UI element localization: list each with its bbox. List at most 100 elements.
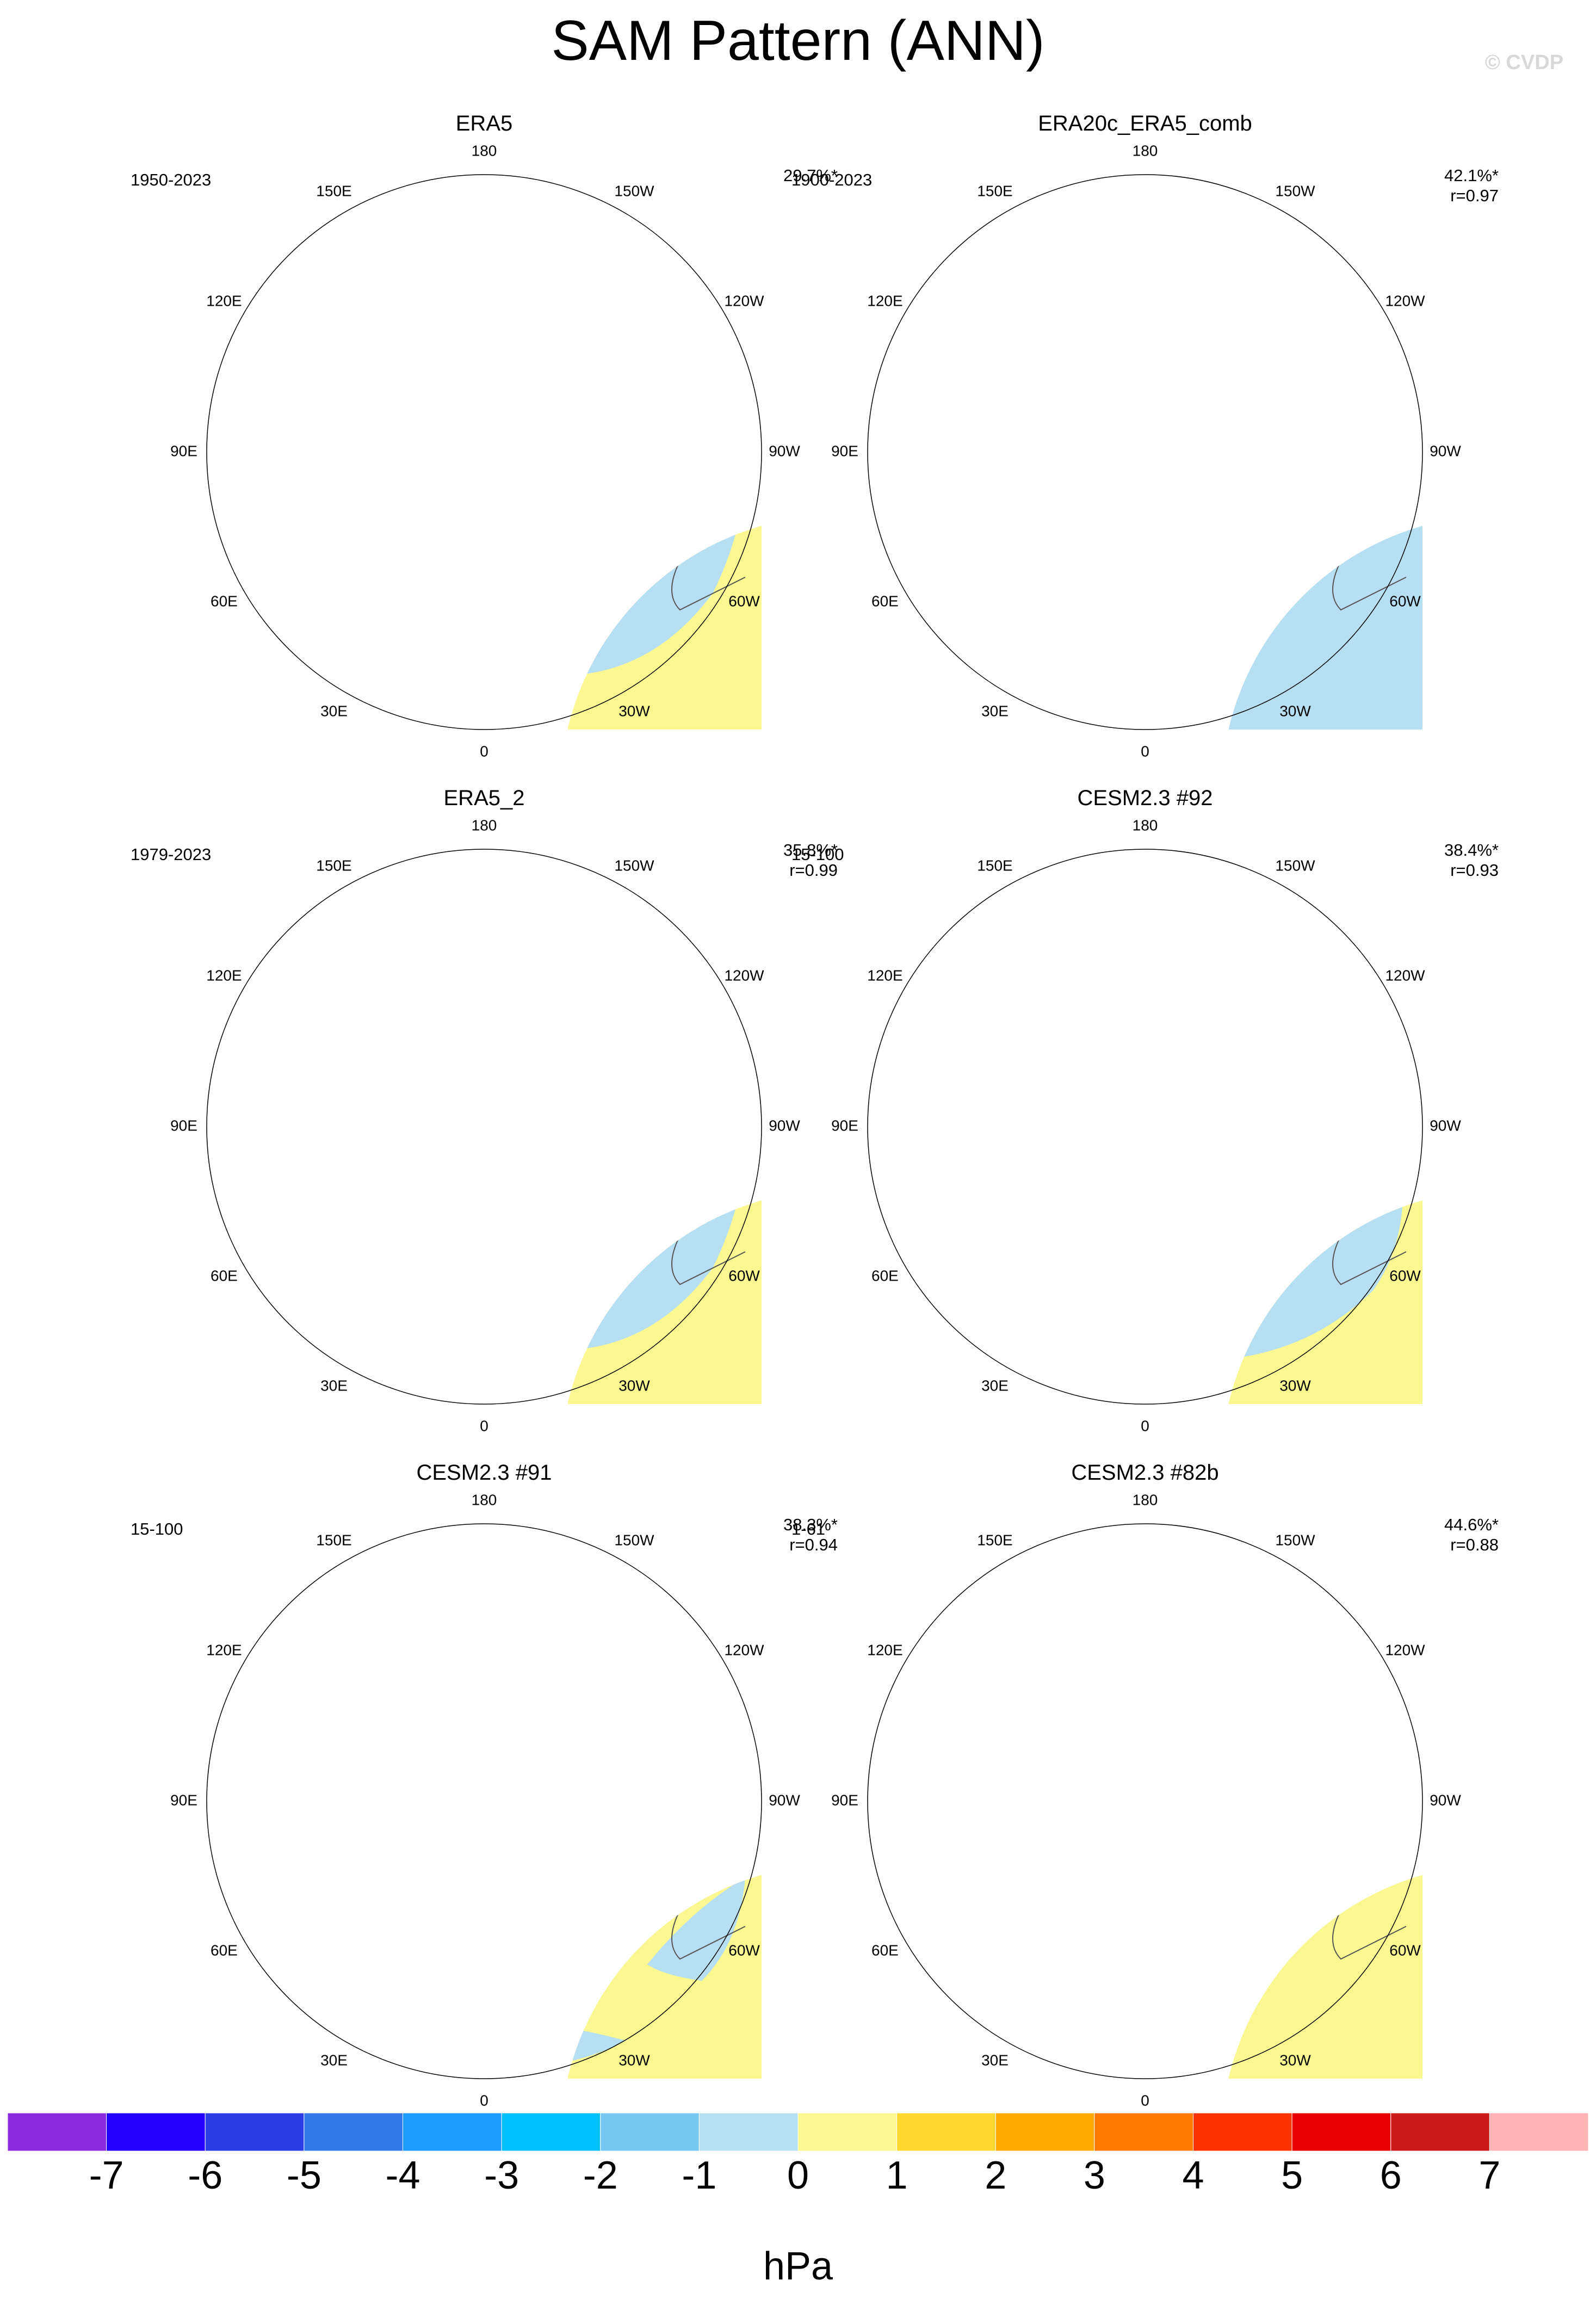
longitude-label-60e: 60E <box>871 1267 899 1284</box>
longitude-label-0: 0 <box>1141 743 1149 759</box>
variance-explained: 35.8%* <box>783 841 838 860</box>
low-pressure-contour-1 <box>1221 1190 1276 1249</box>
map-border <box>867 174 1423 730</box>
low-pressure-contour-1 <box>560 515 620 574</box>
antarctica-coastline <box>1221 1864 1239 1880</box>
longitude-label-0: 0 <box>1141 1417 1149 1434</box>
colorbar-bin-6 <box>501 2113 601 2151</box>
low-pressure-contour-1 <box>560 1864 609 1915</box>
new-zealand-coastline <box>480 1263 498 1312</box>
anomaly-blob <box>1072 1127 1121 1170</box>
antarctica-coastline <box>560 515 578 531</box>
colorbar-label: -6 <box>188 2154 223 2197</box>
longitude-label-90w: 90W <box>769 1117 800 1134</box>
south-america-coastline <box>873 1015 1020 1078</box>
colorbar-label: 2 <box>985 2154 1007 2197</box>
longitude-label-180: 180 <box>1133 1491 1158 1508</box>
longitude-label-150e: 150E <box>977 182 1012 199</box>
pattern-correlation: r=0.88 <box>1450 1535 1499 1554</box>
longitude-label-150e: 150E <box>316 182 351 199</box>
polar-map: 0 30E 60E 90E 120E 150E 180 150W 120W 90W 60W 30W <box>170 1491 800 2109</box>
positive-anomaly-region <box>256 871 582 990</box>
longitude-label-120e: 120E <box>867 967 902 984</box>
polar-map: 0 30E 60E 90E 120E 150E 180 150W 120W 90W 60W 30W <box>170 817 800 1434</box>
colorbar-label: -3 <box>484 2154 519 2197</box>
map-panel-cesm23-82b: CESM2.3 #82b 1-61 44.6%* r=0.88 0 30E 60E 90… <box>791 1461 1499 2141</box>
longitude-label-150w: 150W <box>614 182 654 199</box>
colorbar-bin-16 <box>1489 2113 1588 2151</box>
anomaly-blob <box>1031 1951 1096 1978</box>
colorbar-label: 3 <box>1083 2154 1105 2197</box>
anomaly-blob <box>397 585 473 629</box>
background-anomaly <box>560 515 762 730</box>
colorbar-bin-9 <box>797 2113 898 2151</box>
longitude-label-120w: 120W <box>724 1641 764 1658</box>
colorbar <box>8 2113 1588 2151</box>
longitude-label-180: 180 <box>1133 142 1158 159</box>
background-anomaly <box>1221 1864 1422 2079</box>
longitude-label-30e: 30E <box>981 702 1009 719</box>
longitude-label-60w: 60W <box>1389 592 1421 609</box>
low-pressure-contour-2 <box>1221 1190 1248 1227</box>
anomaly-blob <box>1167 1102 1210 1173</box>
panel-period: 15-100 <box>131 1519 183 1538</box>
panel-period: 15-100 <box>791 845 844 864</box>
south-america-coastline <box>873 1690 1020 1752</box>
longitude-label-0: 0 <box>1141 2092 1149 2109</box>
map-border <box>206 1523 762 2079</box>
polar-map: 0 30E 60E 90E 120E 150E 180 150W 120W 90W 60W 30W <box>831 1491 1461 2109</box>
panel-title: CESM2.3 #92 <box>1077 786 1213 810</box>
longitude-label-90w: 90W <box>1430 442 1461 459</box>
panel-title: ERA5_2 <box>443 786 525 810</box>
panel-stats: 35.8%* r=0.99 <box>783 841 838 880</box>
pattern-correlation: r=0.99 <box>789 860 838 880</box>
longitude-label-150e: 150E <box>316 857 351 874</box>
colorbar-label: 6 <box>1380 2154 1402 2197</box>
longitude-label-30w: 30W <box>618 702 650 719</box>
shading-layer <box>212 871 762 1404</box>
longitude-label-90e: 90E <box>170 1117 197 1134</box>
longitude-label-120e: 120E <box>206 292 242 309</box>
longitude-label-0: 0 <box>480 1417 488 1434</box>
colorbar-bin-10 <box>896 2113 996 2151</box>
map-border <box>206 849 762 1405</box>
shading-layer <box>560 1864 762 2079</box>
positive-anomaly-region <box>1221 515 1359 652</box>
map-panel-era5-2: ERA5_2 1979-2023 35.8%* r=0.99 0 30E 60E 90E… <box>131 786 838 1466</box>
panel-stats: 29.7%* <box>783 166 838 186</box>
shading-layer <box>212 341 762 730</box>
longitude-label-90e: 90E <box>170 1791 197 1808</box>
colorbar-label: -5 <box>286 2154 321 2197</box>
colorbar-labels: -7 -6 -5 -4 -3 -2 -1 0 1 2 3 4 5 6 7 <box>0 2153 1596 2202</box>
longitude-label-150e: 150E <box>316 1531 351 1548</box>
longitude-label-180: 180 <box>472 1491 497 1508</box>
longitude-label-150w: 150W <box>1275 857 1315 874</box>
antarctica-coastline <box>1221 515 1239 531</box>
longitude-label-120e: 120E <box>206 967 242 984</box>
longitude-label-90e: 90E <box>831 1791 858 1808</box>
panel-stats: 44.6%* r=0.88 <box>1444 1515 1499 1555</box>
low-pressure-contour-2 <box>560 1190 587 1230</box>
colorbar-label: 7 <box>1479 2154 1501 2197</box>
shading-layer <box>873 1690 1422 2079</box>
low-pressure-contour-3 <box>381 1116 479 1192</box>
map-border <box>867 849 1423 1405</box>
longitude-label-90e: 90E <box>831 442 858 459</box>
longitude-label-60w: 60W <box>728 592 760 609</box>
south-america-coastline <box>212 341 359 403</box>
longitude-label-150w: 150W <box>1275 182 1315 199</box>
polar-map: 0 30E 60E 90E 120E 150E 180 150W 120W 90W 60W 30W <box>170 142 800 759</box>
longitude-label-180: 180 <box>472 142 497 159</box>
panel-period: 1900-2023 <box>791 170 873 189</box>
longitude-label-30e: 30E <box>320 702 348 719</box>
longitude-label-150e: 150E <box>977 857 1012 874</box>
new-zealand-coastline <box>1141 1937 1159 1986</box>
anomaly-blob <box>1283 1864 1317 1877</box>
map-panel-era20c-era5-comb: ERA20c_ERA5_comb 1900-2023 42.1%* r=0.97 … <box>791 112 1499 792</box>
variance-explained: 38.4%* <box>1444 841 1499 860</box>
colorbar-bin-15 <box>1390 2113 1490 2151</box>
low-pressure-contour-2 <box>560 1864 585 1894</box>
longitude-label-120e: 120E <box>867 1641 902 1658</box>
longitude-label-30w: 30W <box>1279 1377 1311 1394</box>
south-america-coastline <box>212 1015 359 1078</box>
